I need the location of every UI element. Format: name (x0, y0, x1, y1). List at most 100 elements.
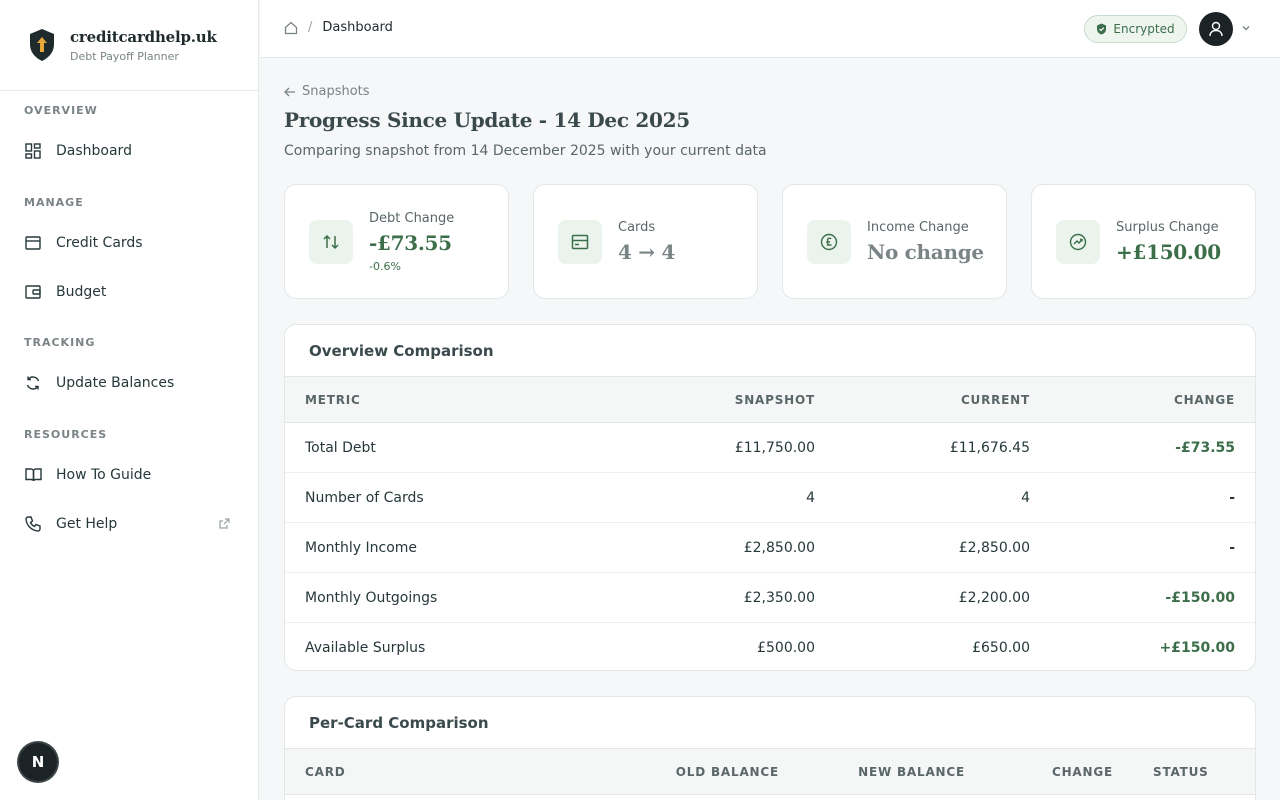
sidebar: creditcardhelp.uk Debt Payoff Planner OV… (0, 0, 259, 800)
cell-change: +£150.00 (1159, 640, 1236, 656)
table-row: Total Debt £11,750.00 £11,676.45 -£73.55 (285, 423, 1255, 473)
brand-tagline: Debt Payoff Planner (70, 49, 179, 63)
cell-change: - (1229, 540, 1235, 556)
book-icon (24, 466, 42, 484)
pound-icon (807, 220, 851, 264)
breadcrumb-current[interactable]: Dashboard (322, 20, 393, 35)
sidebar-item-label: Budget (56, 284, 107, 300)
table-row: Number of Cards 4 4 - (285, 473, 1255, 523)
shield-check-icon (1097, 23, 1107, 35)
back-to-snapshots-link[interactable]: Snapshots (284, 84, 370, 99)
home-icon[interactable] (284, 21, 298, 35)
cell-metric: Available Surplus (305, 640, 426, 656)
stat-label: Cards (618, 220, 656, 235)
table-row: Monthly Outgoings £2,350.00 £2,200.00 -£… (285, 573, 1255, 623)
sidebar-item-get-help[interactable]: Get Help (24, 507, 234, 541)
sidebar-item-label: How To Guide (56, 467, 152, 483)
nav-section-manage: MANAGE (24, 196, 84, 209)
encrypted-badge: Encrypted (1084, 15, 1187, 43)
cell-snapshot: £500.00 (757, 640, 815, 656)
page-subtitle: Comparing snapshot from 14 December 2025… (284, 143, 767, 159)
cell-current: £650.00 (972, 640, 1030, 656)
sidebar-item-budget[interactable]: Budget (24, 275, 234, 309)
column-header: OLD BALANCE (675, 765, 779, 779)
stat-value: -£73.55 (369, 231, 452, 255)
cell-change: - (1229, 490, 1235, 506)
table-header: METRIC SNAPSHOT CURRENT CHANGE (285, 377, 1255, 423)
refresh-icon (24, 374, 42, 392)
table-header: CARD OLD BALANCE NEW BALANCE CHANGE STAT… (285, 749, 1255, 795)
nav-section-tracking: TRACKING (24, 336, 96, 349)
cell-snapshot: £2,850.00 (743, 540, 815, 556)
n-badge-button[interactable]: N (19, 743, 57, 781)
shield-logo-icon (30, 29, 54, 61)
stat-card-surplus-change: Surplus Change +£150.00 (1031, 184, 1256, 299)
stat-card-cards: Cards 4 → 4 (533, 184, 758, 299)
user-icon (1209, 21, 1223, 37)
column-header: CHANGE (1051, 765, 1113, 779)
stat-card-income-change: Income Change No change (782, 184, 1007, 299)
arrows-updown-icon (309, 220, 353, 264)
external-link-icon (219, 518, 230, 529)
column-header: CURRENT (960, 393, 1030, 407)
sidebar-item-dashboard[interactable]: Dashboard (24, 134, 234, 168)
cell-current: 4 (1021, 490, 1030, 506)
stat-card-debt-change: Debt Change -£73.55 -0.6% (284, 184, 509, 299)
sidebar-item-credit-cards[interactable]: Credit Cards (24, 226, 234, 260)
cell-snapshot: 4 (806, 490, 815, 506)
stat-value: No change (867, 240, 984, 264)
nav-section-overview: OVERVIEW (24, 104, 98, 117)
phone-icon (24, 515, 42, 533)
cell-metric: Monthly Income (305, 540, 418, 556)
card-title: Overview Comparison (285, 325, 1255, 377)
sidebar-item-update-balances[interactable]: Update Balances (24, 366, 234, 400)
table-row: Available Surplus £500.00 £650.00 +£150.… (285, 623, 1255, 670)
wallet-icon (24, 283, 42, 301)
cell-snapshot: £2,350.00 (743, 590, 815, 606)
cell-metric: Number of Cards (305, 490, 424, 506)
card-title: Per-Card Comparison (285, 697, 1255, 749)
cell-current: £2,850.00 (958, 540, 1030, 556)
column-header: STATUS (1153, 765, 1209, 779)
trend-icon (1056, 220, 1100, 264)
avatar[interactable] (1199, 12, 1233, 46)
card-icon (558, 220, 602, 264)
encrypted-label: Encrypted (1113, 22, 1175, 36)
column-header: CARD (305, 765, 346, 779)
column-header: SNAPSHOT (734, 393, 815, 407)
cell-current: £11,676.45 (949, 440, 1030, 456)
stat-label: Surplus Change (1116, 220, 1219, 235)
cell-current: £2,200.00 (958, 590, 1030, 606)
chevron-down-icon[interactable] (1241, 23, 1251, 33)
brand[interactable]: creditcardhelp.uk Debt Payoff Planner (0, 0, 258, 91)
column-header: METRIC (305, 393, 361, 407)
card-icon (24, 234, 42, 252)
overview-comparison-card: Overview Comparison METRIC SNAPSHOT CURR… (284, 324, 1256, 671)
breadcrumb-separator: / (308, 20, 313, 35)
stat-value: +£150.00 (1116, 240, 1221, 264)
sidebar-item-how-to-guide[interactable]: How To Guide (24, 458, 234, 492)
stat-subvalue: -0.6% (369, 260, 401, 273)
stat-value: 4 → 4 (618, 240, 676, 264)
sidebar-item-label: Get Help (56, 516, 118, 532)
column-header: CHANGE (1173, 393, 1235, 407)
breadcrumb: / Dashboard (284, 20, 393, 35)
stat-label: Debt Change (369, 211, 455, 226)
nav-section-resources: RESOURCES (24, 428, 108, 441)
brand-name: creditcardhelp.uk (70, 27, 217, 46)
per-card-comparison-card: Per-Card Comparison CARD OLD BALANCE NEW… (284, 696, 1256, 800)
cell-change: -£150.00 (1165, 590, 1235, 606)
column-header: NEW BALANCE (858, 765, 965, 779)
cell-metric: Total Debt (305, 440, 376, 456)
cell-snapshot: £11,750.00 (734, 440, 815, 456)
arrow-left-icon (284, 87, 295, 96)
grid-icon (24, 142, 42, 160)
table-row: Monthly Income £2,850.00 £2,850.00 - (285, 523, 1255, 573)
sidebar-item-label: Dashboard (56, 143, 132, 159)
back-label: Snapshots (302, 84, 370, 99)
cell-change: -£73.55 (1175, 440, 1235, 456)
stat-label: Income Change (867, 220, 969, 235)
sidebar-item-label: Update Balances (56, 375, 175, 391)
cell-metric: Monthly Outgoings (305, 590, 438, 606)
page-title: Progress Since Update - 14 Dec 2025 (284, 108, 690, 132)
